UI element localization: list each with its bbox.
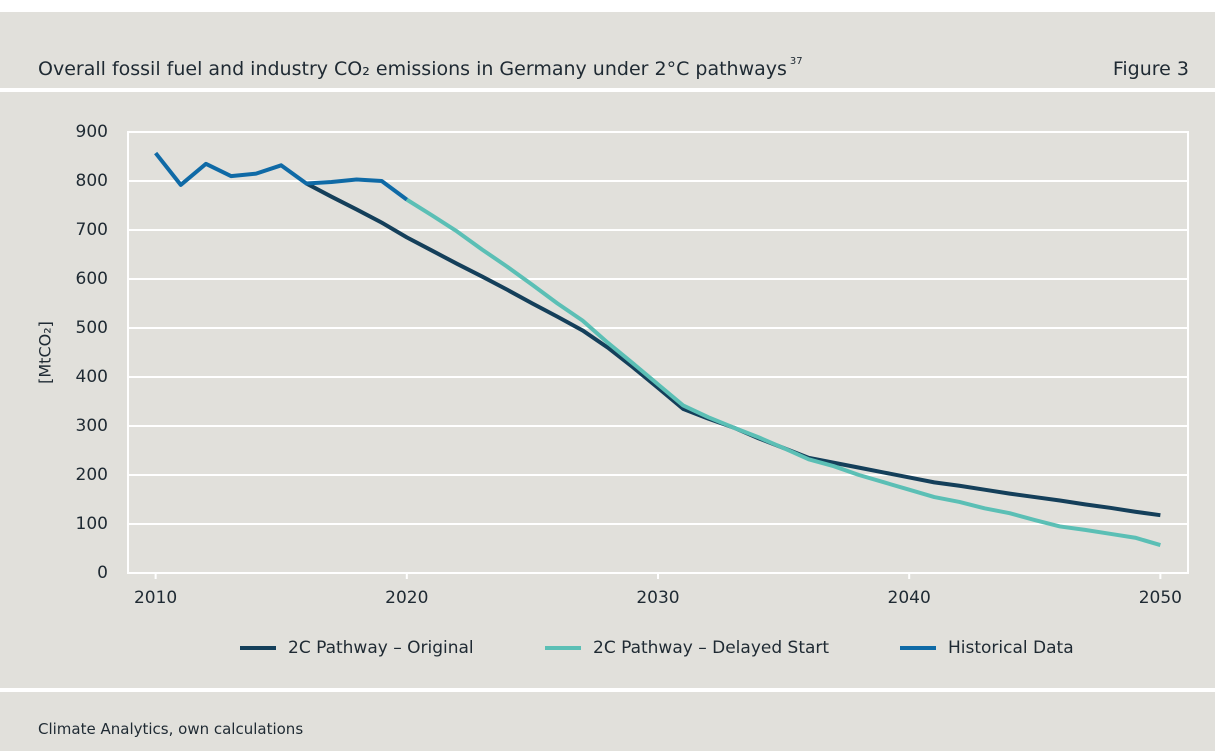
title: Overall fossil fuel and industry CO₂ emi… bbox=[38, 56, 803, 80]
y-tick-label: 300 bbox=[76, 416, 108, 436]
y-tick-label: 600 bbox=[76, 269, 108, 289]
figure-label: Figure 3 bbox=[1112, 58, 1189, 80]
y-axis-label: [MtCO₂] bbox=[36, 321, 55, 384]
chart-area: 0 100 200 300 400 500 600 700 800 900 2010 2020 2030… bbox=[0, 92, 1215, 688]
x-tick-label: 2040 bbox=[888, 588, 931, 608]
footnote-ref: 37 bbox=[789, 56, 803, 67]
series-line bbox=[405, 197, 1161, 547]
y-tick-label: 700 bbox=[76, 220, 108, 240]
x-tick-label: 2050 bbox=[1139, 588, 1182, 608]
y-tick-label: 900 bbox=[76, 122, 108, 142]
series-line bbox=[154, 151, 409, 202]
y-tick-label: 400 bbox=[76, 367, 108, 387]
y-tick-label: 800 bbox=[76, 171, 108, 191]
x-tick-label: 2020 bbox=[385, 588, 428, 608]
y-tick-label: 100 bbox=[76, 514, 108, 534]
series-line bbox=[305, 181, 1161, 518]
footer: Climate Analytics, own calculations bbox=[0, 692, 1215, 751]
header: Overall fossil fuel and industry CO₂ emi… bbox=[0, 12, 1215, 88]
y-tick-label: 500 bbox=[76, 318, 108, 338]
y-tick-label: 200 bbox=[76, 465, 108, 485]
x-tick-label: 2010 bbox=[134, 588, 177, 608]
title-text: Overall fossil fuel and industry CO₂ emi… bbox=[38, 58, 787, 80]
legend-label: 2C Pathway – Original bbox=[288, 638, 474, 658]
legend-label: 2C Pathway – Delayed Start bbox=[593, 638, 829, 658]
x-tick-label: 2030 bbox=[636, 588, 679, 608]
legend-label: Historical Data bbox=[948, 638, 1074, 658]
chart: 0 100 200 300 400 500 600 700 800 900 2010 2020 2030… bbox=[36, 122, 1189, 658]
source: Climate Analytics, own calculations bbox=[38, 720, 304, 738]
y-tick-label: 0 bbox=[97, 563, 108, 583]
plot-frame bbox=[127, 131, 1189, 574]
